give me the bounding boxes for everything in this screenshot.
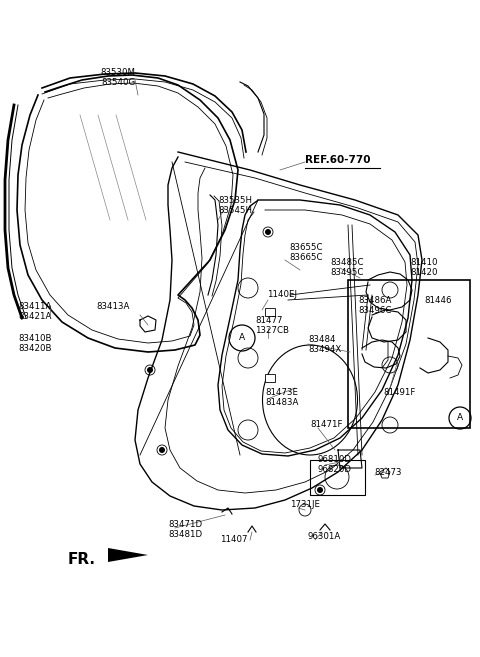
Bar <box>310 460 365 495</box>
Text: 96301A: 96301A <box>308 532 341 541</box>
Bar <box>348 280 470 428</box>
Text: 83486A
83496C: 83486A 83496C <box>358 296 391 315</box>
Text: 11407: 11407 <box>220 535 248 544</box>
Text: 83530M
83540G: 83530M 83540G <box>100 68 135 87</box>
Text: 1731JE: 1731JE <box>290 500 320 509</box>
Text: 81491F: 81491F <box>383 388 415 397</box>
Text: 81471F: 81471F <box>310 420 343 429</box>
Bar <box>265 374 275 382</box>
Text: 83410B
83420B: 83410B 83420B <box>18 334 51 353</box>
Text: 83484
83494X: 83484 83494X <box>308 335 341 354</box>
Text: 83411A
83421A: 83411A 83421A <box>18 302 51 321</box>
Text: 83655C
83665C: 83655C 83665C <box>289 243 323 262</box>
Text: 81473E
81483A: 81473E 81483A <box>265 388 299 407</box>
Text: 96810D
96820D: 96810D 96820D <box>318 455 352 474</box>
Circle shape <box>159 447 165 453</box>
Text: 83535H
83545H: 83535H 83545H <box>218 196 252 215</box>
Circle shape <box>317 487 323 493</box>
Text: A: A <box>239 334 245 342</box>
Text: FR.: FR. <box>68 552 96 567</box>
Text: A: A <box>457 413 463 422</box>
Text: 83485C
83495C: 83485C 83495C <box>330 258 363 277</box>
Polygon shape <box>108 548 148 562</box>
Text: REF.60-770: REF.60-770 <box>305 155 371 165</box>
Text: 81410
81420: 81410 81420 <box>410 258 437 277</box>
Text: 83413A: 83413A <box>96 302 130 311</box>
Text: 82473: 82473 <box>374 468 401 477</box>
Text: 81446: 81446 <box>424 296 452 305</box>
Text: 81477
1327CB: 81477 1327CB <box>255 316 289 336</box>
Circle shape <box>147 367 153 373</box>
Bar <box>265 308 275 316</box>
Text: 1140EJ: 1140EJ <box>267 290 297 299</box>
Circle shape <box>265 229 271 235</box>
Text: 83471D
83481D: 83471D 83481D <box>168 520 202 539</box>
